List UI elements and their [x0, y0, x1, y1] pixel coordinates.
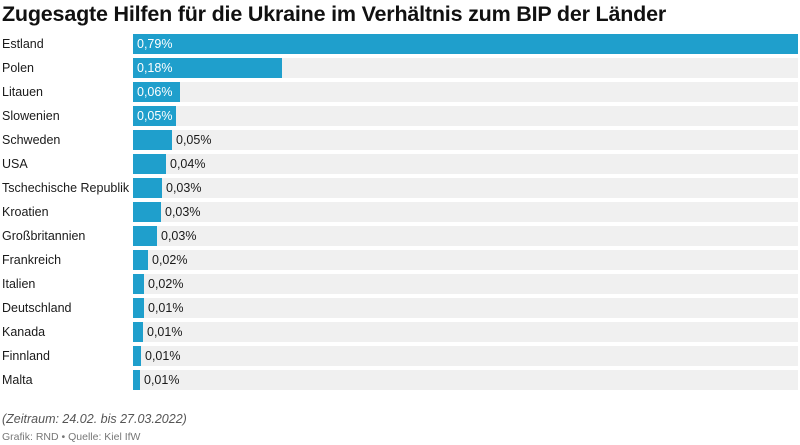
bar-row: Tschechische Republik 0,03%	[0, 177, 800, 201]
bar-track: 0,02%	[133, 250, 798, 270]
bar	[133, 82, 180, 102]
chart-title: Zugesagte Hilfen für die Ukraine im Verh…	[2, 2, 667, 26]
bar	[133, 178, 162, 198]
bar-track: 0,03%	[133, 226, 798, 246]
bar	[133, 250, 148, 270]
category-label: Schweden	[2, 133, 61, 147]
bar-track: 0,18%	[133, 58, 798, 78]
category-label: Slowenien	[2, 109, 60, 123]
bar-track: 0,03%	[133, 178, 798, 198]
bar-track: 0,05%	[133, 130, 798, 150]
bar-row: Litauen 0,06%	[0, 81, 800, 105]
period-note: (Zeitraum: 24.02. bis 27.03.2022)	[2, 412, 187, 426]
category-label: Polen	[2, 61, 34, 75]
value-label: 0,18%	[137, 61, 173, 75]
bar-row: Frankreich 0,02%	[0, 249, 800, 273]
bar	[133, 34, 798, 54]
value-label: 0,01%	[148, 301, 184, 315]
bar-track: 0,06%	[133, 82, 798, 102]
bar-track: 0,79%	[133, 34, 798, 54]
bar-track: 0,03%	[133, 202, 798, 222]
value-label: 0,02%	[148, 277, 184, 291]
value-label: 0,05%	[137, 109, 173, 123]
source-credit: Grafik: RND • Quelle: Kiel IfW	[2, 431, 141, 443]
bar	[133, 58, 282, 78]
value-label: 0,03%	[166, 181, 202, 195]
category-label: Litauen	[2, 85, 44, 99]
bar	[133, 202, 161, 222]
bar	[133, 274, 144, 294]
bar-row: Polen 0,18%	[0, 57, 800, 81]
category-label: Estland	[2, 37, 44, 51]
value-label: 0,06%	[137, 85, 173, 99]
bar	[133, 226, 157, 246]
bar-row: Deutschland 0,01%	[0, 297, 800, 321]
bar-track: 0,04%	[133, 154, 798, 174]
category-label: Finnland	[2, 349, 50, 363]
value-label: 0,01%	[144, 373, 180, 387]
bar-row: Großbritannien 0,03%	[0, 225, 800, 249]
category-label: Italien	[2, 277, 36, 291]
bar-track: 0,01%	[133, 322, 798, 342]
bar-row: Italien 0,02%	[0, 273, 800, 297]
category-label: Tschechische Republik	[2, 181, 130, 195]
category-label: Deutschland	[2, 301, 72, 315]
bar	[133, 106, 176, 126]
value-label: 0,79%	[137, 37, 173, 51]
value-label: 0,01%	[147, 325, 183, 339]
bar	[133, 130, 172, 150]
category-label: Kroatien	[2, 205, 49, 219]
category-label: Kanada	[2, 325, 46, 339]
value-label: 0,03%	[165, 205, 201, 219]
bar-row: Slowenien 0,05%	[0, 105, 800, 129]
bar	[133, 370, 140, 390]
bar-row: Malta 0,01%	[0, 369, 800, 393]
bar	[133, 346, 141, 366]
bar-track: 0,05%	[133, 106, 798, 126]
bar	[133, 322, 143, 342]
bar	[133, 298, 144, 318]
value-label: 0,04%	[170, 157, 206, 171]
bar-row: Schweden 0,05%	[0, 129, 800, 153]
bar-row: Kanada 0,01%	[0, 321, 800, 345]
category-label: Malta	[2, 373, 33, 387]
value-label: 0,03%	[161, 229, 197, 243]
category-label: USA	[2, 157, 28, 171]
bar-track: 0,02%	[133, 274, 798, 294]
category-label: Frankreich	[2, 253, 62, 267]
bar-track: 0,01%	[133, 370, 798, 390]
category-label: Großbritannien	[2, 229, 86, 243]
bar-row: Kroatien 0,03%	[0, 201, 800, 225]
bar-track: 0,01%	[133, 346, 798, 366]
value-label: 0,01%	[145, 349, 181, 363]
bar-track: 0,01%	[133, 298, 798, 318]
bar-row: USA 0,04%	[0, 153, 800, 177]
value-label: 0,05%	[176, 133, 212, 147]
bar-row: Estland 0,79%	[0, 33, 800, 57]
bar-row: Finnland 0,01%	[0, 345, 800, 369]
bar	[133, 154, 166, 174]
value-label: 0,02%	[152, 253, 188, 267]
